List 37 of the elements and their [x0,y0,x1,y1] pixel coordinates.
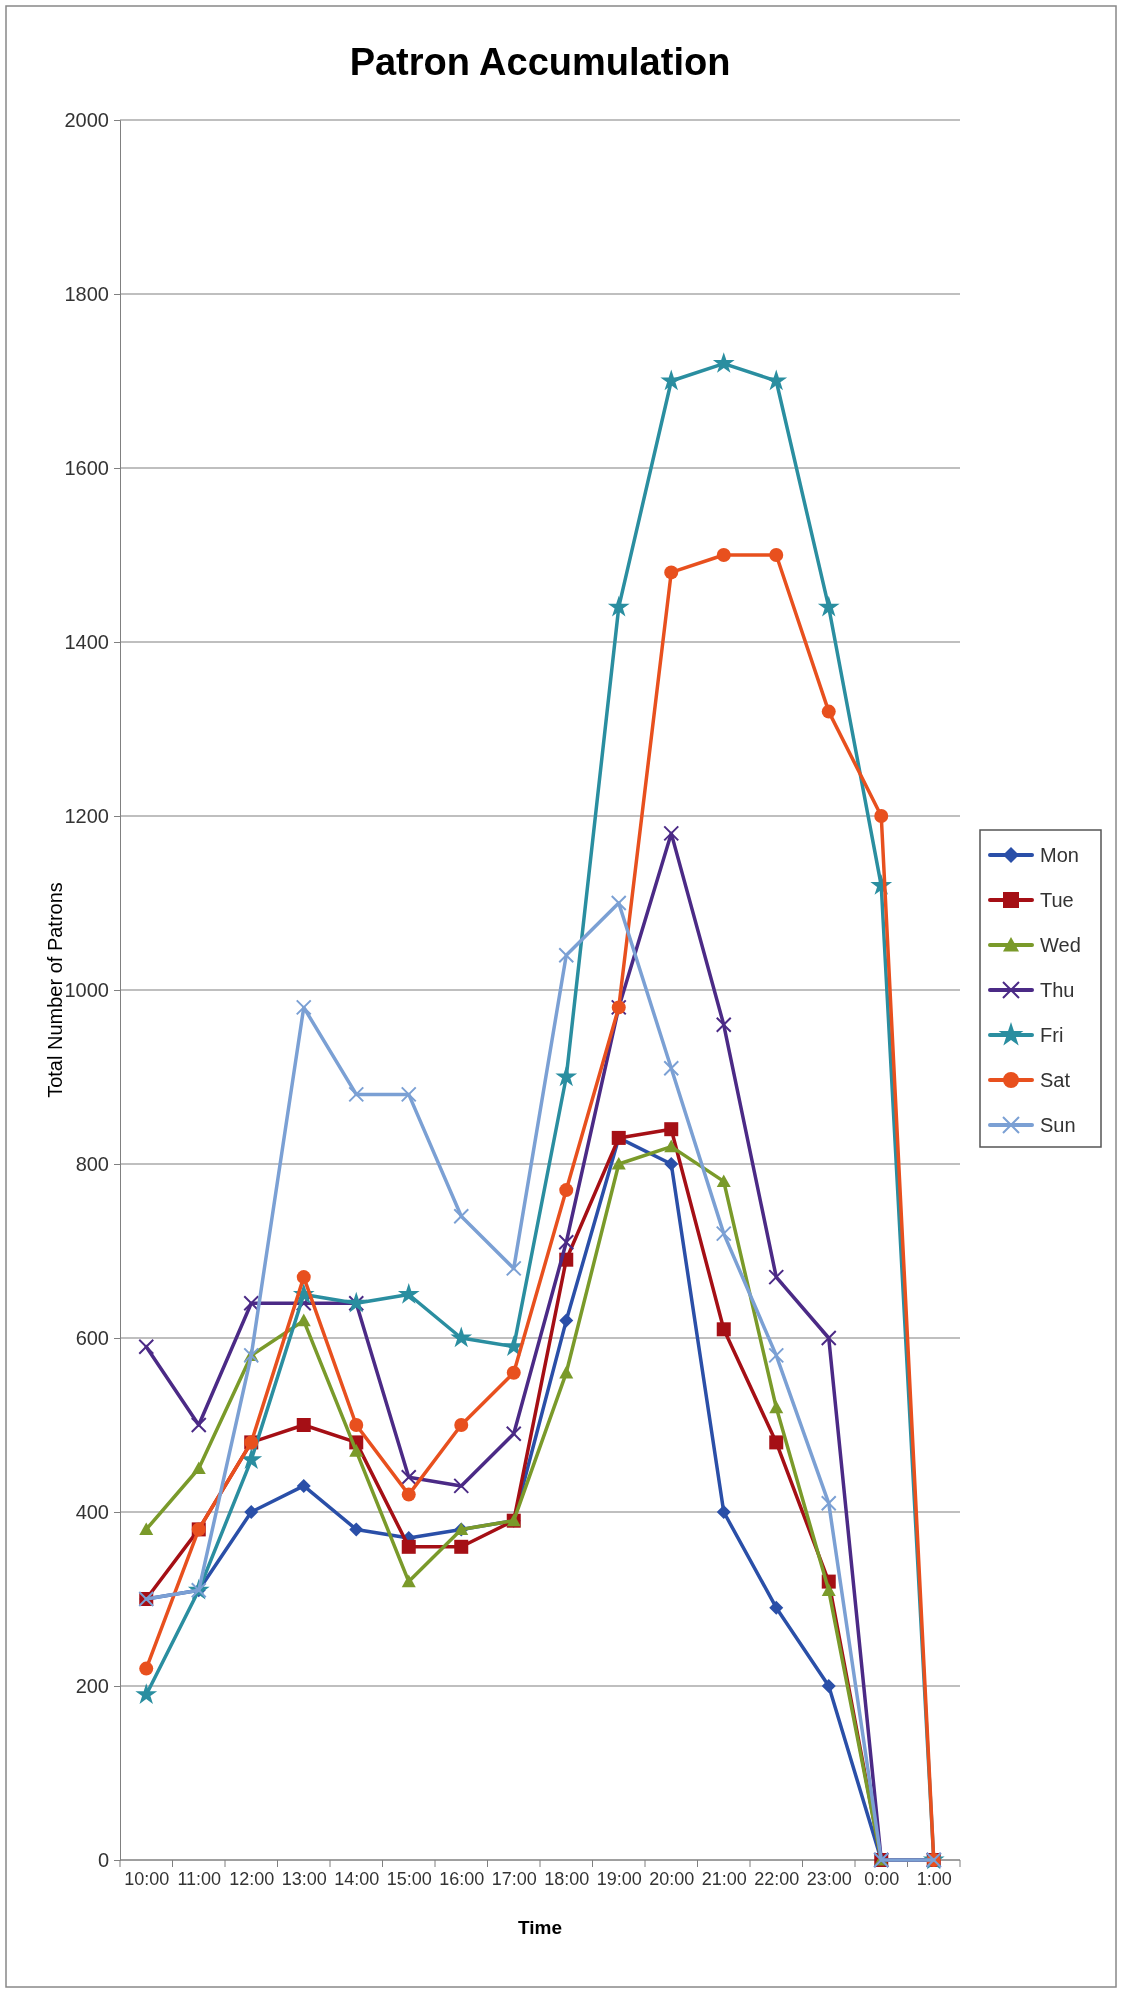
x-tick-label: 22:00 [754,1868,800,1889]
y-tick-label: 2000 [64,108,109,131]
y-tick-label: 1000 [64,978,109,1001]
legend-label: Sat [1040,1069,1071,1091]
y-axis-title: Total Number of Patrons [44,882,66,1098]
x-tick-label: 18:00 [544,1868,590,1889]
x-tick-label: 13:00 [281,1868,327,1889]
legend-label: Wed [1040,934,1081,956]
legend-label: Thu [1040,979,1075,1001]
x-tick-label: 20:00 [649,1868,695,1889]
x-tick-label: 14:00 [334,1868,380,1889]
legend-label: Sun [1040,1114,1076,1136]
x-tick-label: 23:00 [806,1868,852,1889]
x-tick-label: 11:00 [177,1868,222,1889]
x-tick-label: 21:00 [701,1868,747,1889]
x-tick-label: 16:00 [439,1868,485,1889]
legend-label: Mon [1040,844,1079,866]
x-tick-label: 15:00 [386,1868,432,1889]
y-tick-label: 600 [75,1326,109,1349]
chart-title: Patron Accumulation [349,41,731,83]
y-tick-label: 0 [97,1848,109,1871]
y-tick-label: 1600 [64,456,109,479]
legend-label: Tue [1040,889,1074,911]
y-tick-label: 1400 [64,630,109,653]
x-tick-label: 10:00 [124,1868,170,1889]
y-tick-label: 1800 [64,282,109,305]
x-tick-label: 17:00 [491,1868,537,1889]
y-tick-label: 800 [75,1152,109,1175]
x-tick-label: 12:00 [229,1868,275,1889]
y-tick-label: 200 [75,1674,109,1697]
y-tick-label: 400 [75,1500,109,1523]
legend-label: Fri [1040,1024,1064,1046]
y-tick-label: 1200 [64,804,109,827]
x-tick-label: 19:00 [596,1868,642,1889]
x-axis-title: Time [517,1917,563,1938]
x-tick-label: 0:00 [864,1868,900,1889]
x-tick-label: 1:00 [916,1868,952,1889]
